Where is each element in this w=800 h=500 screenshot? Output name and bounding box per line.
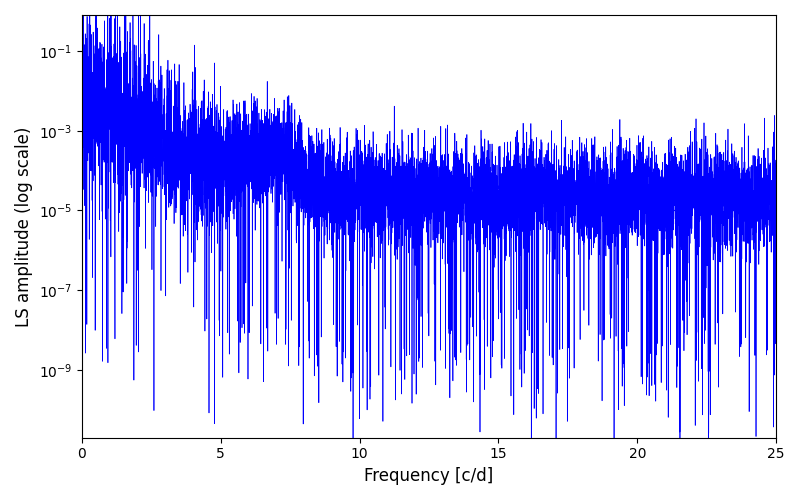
X-axis label: Frequency [c/d]: Frequency [c/d]: [364, 467, 494, 485]
Y-axis label: LS amplitude (log scale): LS amplitude (log scale): [15, 126, 33, 326]
